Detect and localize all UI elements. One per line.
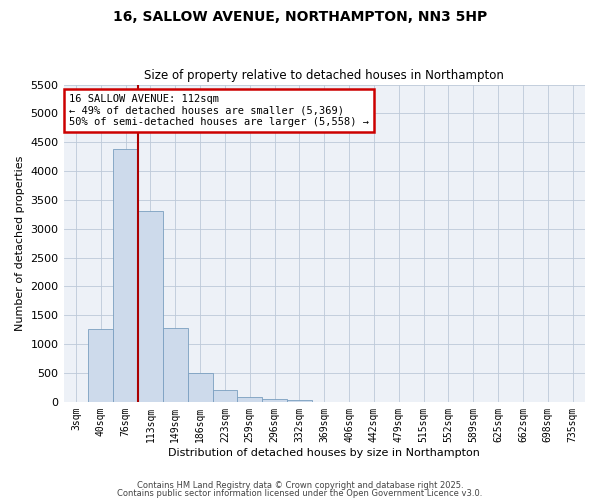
Bar bbox=[238, 397, 262, 402]
Text: Contains public sector information licensed under the Open Government Licence v3: Contains public sector information licen… bbox=[118, 488, 482, 498]
Bar bbox=[88, 328, 113, 402]
Bar bbox=[287, 400, 312, 402]
Text: 16, SALLOW AVENUE, NORTHAMPTON, NN3 5HP: 16, SALLOW AVENUE, NORTHAMPTON, NN3 5HP bbox=[113, 10, 487, 24]
Text: Contains HM Land Registry data © Crown copyright and database right 2025.: Contains HM Land Registry data © Crown c… bbox=[137, 481, 463, 490]
Bar bbox=[113, 149, 138, 402]
Text: 16 SALLOW AVENUE: 112sqm
← 49% of detached houses are smaller (5,369)
50% of sem: 16 SALLOW AVENUE: 112sqm ← 49% of detach… bbox=[69, 94, 369, 128]
Bar bbox=[188, 373, 212, 402]
Bar bbox=[212, 390, 238, 402]
X-axis label: Distribution of detached houses by size in Northampton: Distribution of detached houses by size … bbox=[169, 448, 480, 458]
Bar bbox=[138, 212, 163, 402]
Bar bbox=[163, 328, 188, 402]
Y-axis label: Number of detached properties: Number of detached properties bbox=[15, 156, 25, 331]
Bar bbox=[262, 399, 287, 402]
Title: Size of property relative to detached houses in Northampton: Size of property relative to detached ho… bbox=[145, 69, 504, 82]
